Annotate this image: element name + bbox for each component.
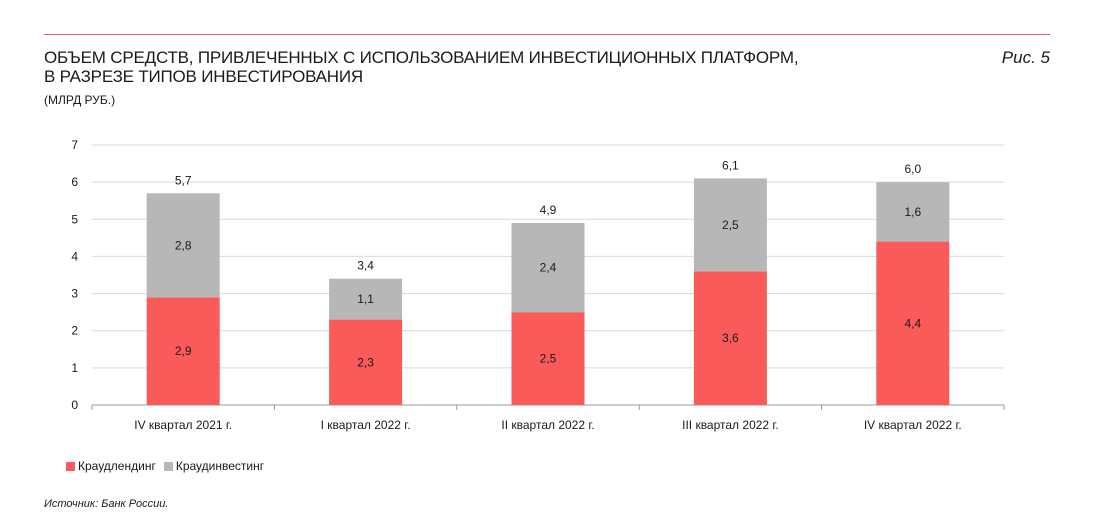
x-tick-label: III квартал 2022 г. (682, 418, 779, 432)
x-tick-label: IV квартал 2022 г. (864, 418, 962, 432)
legend-swatch-crowdinvesting (163, 461, 173, 471)
bar-segment (693, 271, 767, 405)
top-rule (44, 34, 1050, 35)
y-tick-label: 6 (71, 175, 78, 189)
x-tick-label: II квартал 2022 г. (501, 418, 594, 432)
bar-value-label: 4,4 (904, 316, 921, 330)
bar-segment (146, 193, 220, 298)
bar-value-label: 2,9 (175, 344, 192, 358)
figure-label: Рис. 5 (1001, 48, 1050, 67)
y-tick-label: 4 (71, 249, 78, 263)
bar-value-label: 2,5 (722, 218, 739, 232)
bar-total-label: 5,7 (175, 173, 192, 187)
y-tick-label: 0 (71, 398, 78, 412)
y-tick-label: 2 (71, 324, 78, 338)
bar-segment (329, 319, 403, 405)
chart-title-line-1: ОБЪЕМ СРЕДСТВ, ПРИВЛЕЧЕННЫХ С ИСПОЛЬЗОВА… (44, 48, 799, 67)
units-label: (МЛРД РУБ.) (44, 93, 116, 107)
legend-label-crowdinvesting: Краудинвестинг (175, 459, 265, 473)
bar-total-label: 6,1 (722, 158, 739, 172)
chart-area: 0 1 2 3 4 5 6 7 2,9 2,8 5,7 IV квартал 2021 г. 2,3 1,… (71, 138, 1005, 432)
chart-title-line-2: В РАЗРЕЗЕ ТИПОВ ИНВЕСТИРОВАНИЯ (44, 67, 363, 86)
bar-value-label: 2,4 (540, 261, 557, 275)
bar-total-label: 6,0 (904, 162, 921, 176)
y-tick-label: 7 (71, 138, 78, 152)
bar-segment (511, 223, 585, 313)
bar-value-label: 3,6 (722, 331, 739, 345)
bar-value-label: 1,6 (904, 205, 921, 219)
x-tick-label: IV квартал 2021 г. (134, 418, 232, 432)
legend: Краудлендинг Краудинвестинг (66, 459, 272, 473)
bar-total-label: 4,9 (540, 203, 557, 217)
y-tick-label: 3 (71, 287, 78, 301)
legend-item-crowdinvesting: Краудинвестинг (163, 459, 265, 473)
legend-item-crowdlending: Краудлендинг (66, 459, 156, 473)
y-tick-label: 5 (71, 212, 78, 226)
legend-label-crowdlending: Краудлендинг (78, 459, 156, 473)
bar-segment (146, 297, 220, 405)
bar-segment (693, 178, 767, 272)
bar-value-label: 1,1 (357, 292, 374, 306)
bar-value-label: 2,5 (540, 352, 557, 366)
bar-segment (511, 312, 585, 405)
bar-segment (876, 241, 950, 405)
chart-title: ОБЪЕМ СРЕДСТВ, ПРИВЛЕЧЕННЫХ С ИСПОЛЬЗОВА… (44, 48, 864, 86)
bar-value-label: 2,8 (175, 238, 192, 252)
bar-value-label: 2,3 (357, 355, 374, 369)
bar-segment (329, 278, 403, 320)
legend-swatch-crowdlending (66, 461, 75, 471)
y-tick-label: 1 (71, 361, 78, 375)
x-tick-label: I квартал 2022 г. (321, 418, 411, 432)
bar-total-label: 3,4 (357, 259, 374, 273)
bar-segment (876, 182, 950, 242)
source-note: Источник: Банк России. (44, 498, 169, 510)
